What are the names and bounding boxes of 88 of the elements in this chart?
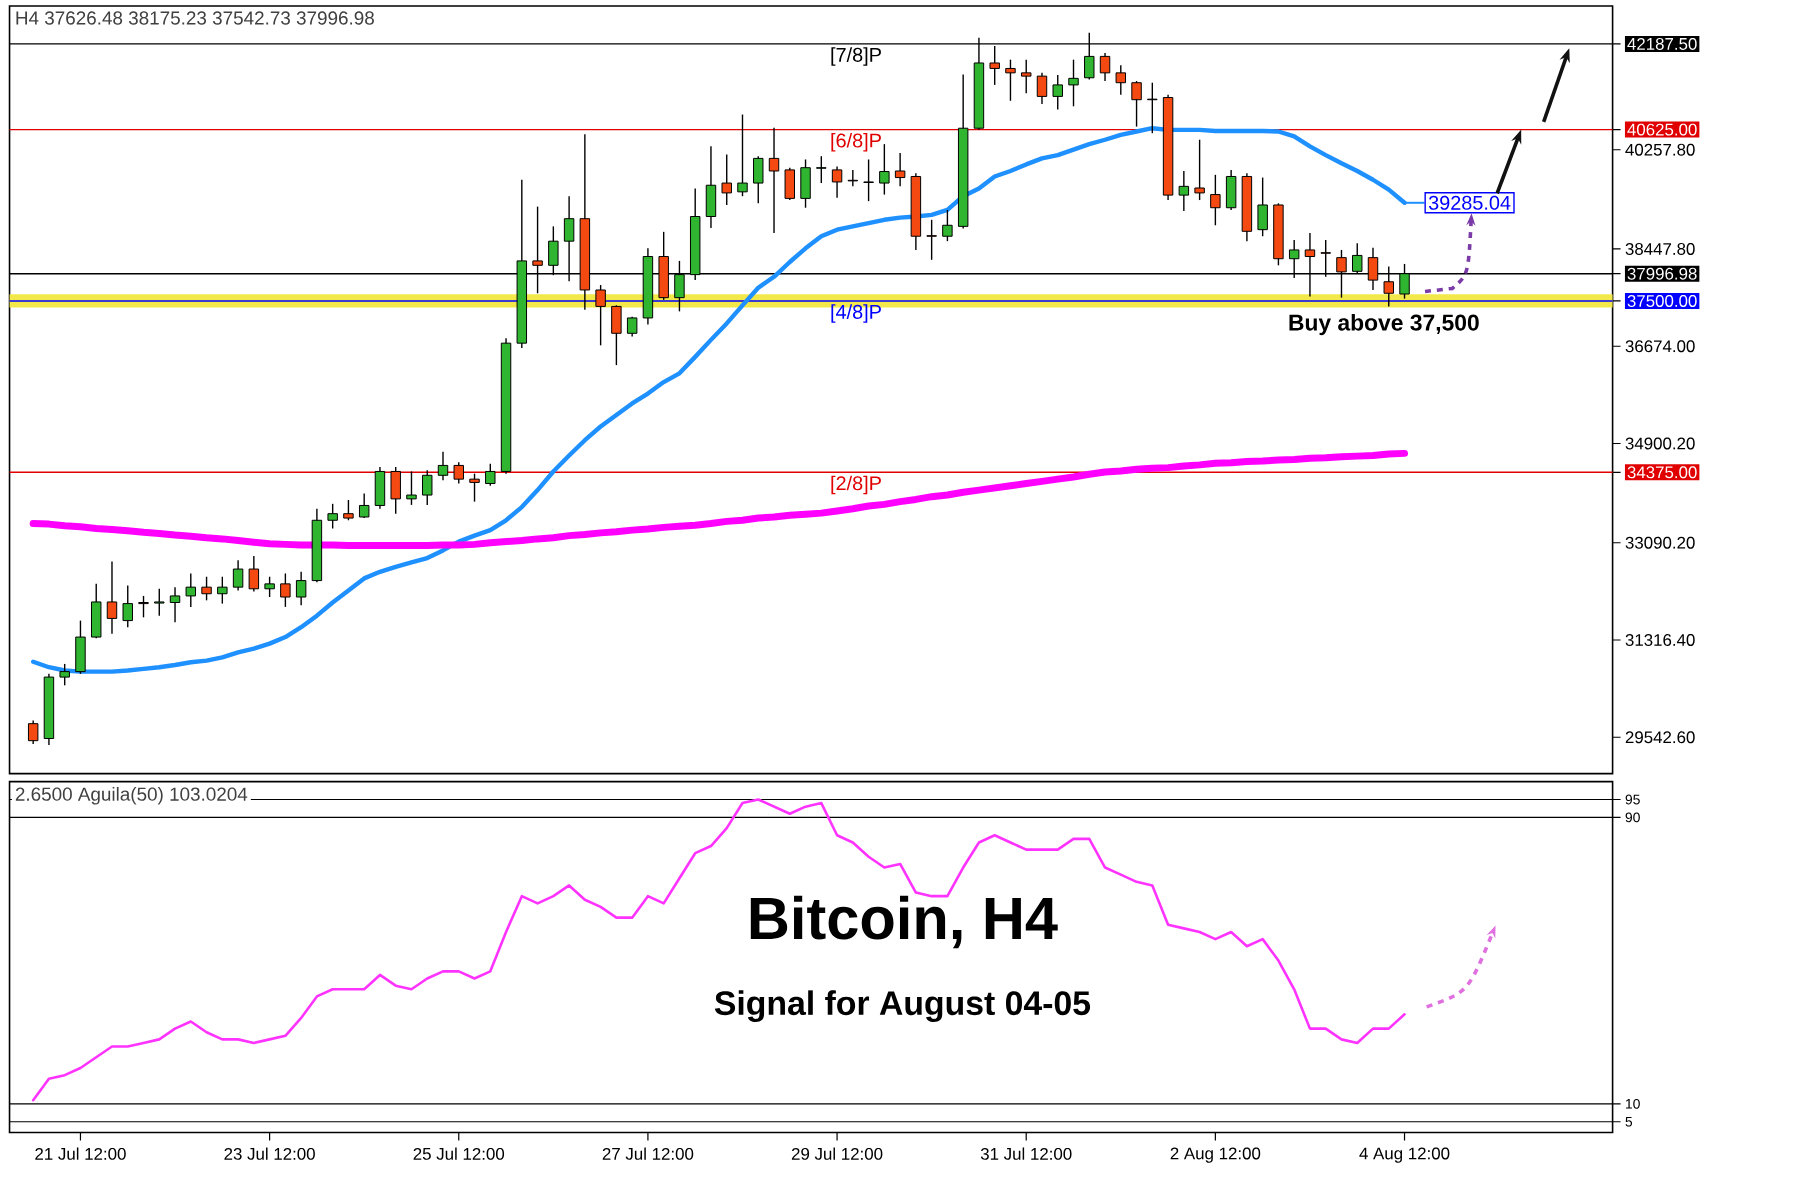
candlestick (942, 209, 953, 242)
candlestick (295, 570, 307, 606)
candlestick (1194, 138, 1205, 201)
candlestick (926, 218, 937, 261)
candlestick (75, 619, 86, 675)
y-tick-label: 34375.00 (1627, 466, 1697, 479)
y-tick-label: 29542.60 (1625, 731, 1695, 744)
y-tick-label: 34900.20 (1625, 437, 1695, 450)
ref-line-label: [6/8]P (831, 132, 881, 152)
candlestick (122, 584, 133, 628)
candlestick (595, 284, 606, 346)
x-tick-label: 4 Aug 12:00 (1359, 1147, 1450, 1163)
annotation: H4 37626.48 38175.23 37542.73 37996.98 (16, 11, 374, 25)
candlestick (469, 472, 480, 503)
candlestick (327, 502, 338, 530)
ref-line-label: [7/8]P (831, 47, 881, 66)
candlestick (406, 470, 417, 506)
x-tick-label: 29 Jul 12:00 (791, 1147, 883, 1160)
candlestick (831, 165, 843, 199)
candlestick (1225, 169, 1237, 211)
candlestick (1052, 74, 1063, 111)
candlestick (390, 466, 401, 515)
y-tick-label: 37996.98 (1627, 267, 1697, 280)
candlestick (1257, 176, 1268, 237)
candlestick (485, 462, 496, 487)
annotation: Buy above 37,500 (1289, 313, 1479, 336)
candlestick (879, 143, 890, 196)
candlestick (705, 145, 717, 229)
candlestick (264, 575, 275, 598)
candlestick (248, 555, 260, 593)
candlestick (800, 158, 811, 209)
candlestick (1036, 72, 1048, 105)
candlestick (232, 559, 244, 592)
y-tick-label: 37500.00 (1627, 294, 1697, 307)
candlestick (374, 466, 386, 510)
text: Bitcoin, H4 (750, 895, 1058, 949)
candlestick (106, 560, 118, 635)
x-tick-label: 31 Jul 12:00 (980, 1147, 1072, 1160)
y-tick-label: 42187.50 (1627, 37, 1697, 50)
candlestick (1068, 58, 1079, 107)
candlestick (358, 492, 370, 519)
ref-line-label: [4/8]P (831, 304, 881, 323)
candlestick (611, 304, 622, 366)
candlestick (894, 152, 906, 187)
y-tick-label: 38447.80 (1625, 242, 1695, 255)
x-tick-label: 2 Aug 12:00 (1170, 1147, 1261, 1163)
text: 39285.04 (1428, 195, 1511, 210)
candlestick (201, 575, 212, 601)
y-tick-label: 36674.00 (1625, 340, 1695, 353)
annotation: 2.6500 Aguila(50) 103.0204 (15, 786, 248, 805)
candlestick (280, 572, 291, 608)
candlestick (138, 595, 149, 618)
candlestick (154, 587, 165, 617)
candlestick (91, 583, 102, 639)
x-tick-label: 27 Jul 12:00 (602, 1147, 694, 1160)
candlestick (1178, 170, 1190, 212)
candlestick (1210, 174, 1221, 226)
candlestick (1115, 64, 1127, 96)
candlestick (816, 155, 827, 184)
candlestick (1099, 52, 1111, 82)
candlestick (437, 450, 449, 481)
y-tick-label: 31316.40 (1625, 633, 1695, 646)
y-tick-label: 40257.80 (1625, 143, 1695, 156)
candlestick (737, 113, 748, 197)
x-tick-label: 21 Jul 12:00 (35, 1147, 126, 1160)
candlestick (721, 153, 732, 206)
candlestick (343, 499, 354, 521)
x-tick-label: 25 Jul 12:00 (413, 1147, 505, 1160)
candlestick (217, 575, 228, 605)
candlestick (1131, 80, 1142, 128)
y-tick-label: 40625.00 (1627, 123, 1697, 136)
candlestick (59, 663, 70, 686)
candlestick (422, 469, 433, 506)
y-tick-label: 33090.20 (1625, 536, 1695, 549)
x-tick-label: 23 Jul 12:00 (224, 1147, 315, 1160)
candlestick (784, 166, 796, 201)
text: Signal for August 04-05 (714, 990, 1091, 1022)
candlestick (453, 461, 464, 485)
candlestick (1020, 58, 1032, 94)
candlestick (847, 169, 859, 187)
ref-line-label: [2/8]P (831, 475, 881, 495)
candlestick (27, 719, 39, 745)
candlestick (768, 126, 780, 234)
candlestick (185, 572, 197, 608)
candlestick (1005, 58, 1016, 102)
candlestick (753, 155, 764, 204)
candlestick (169, 586, 181, 623)
candlestick (863, 158, 874, 202)
